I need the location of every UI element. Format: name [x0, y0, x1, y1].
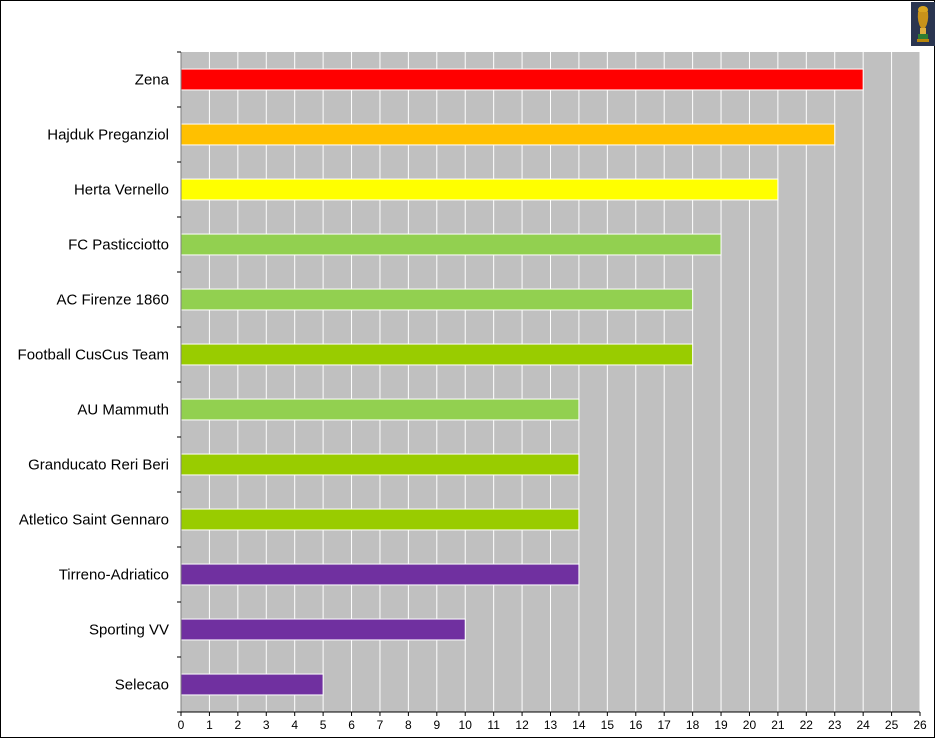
bar [180, 563, 580, 586]
category-label: Zena [135, 72, 170, 89]
x-tick-label: 20 [743, 718, 757, 732]
bar [180, 618, 466, 641]
x-tick-label: 3 [263, 718, 270, 732]
x-tick-label: 18 [686, 718, 700, 732]
bar [180, 123, 836, 146]
x-tick-label: 22 [800, 718, 814, 732]
bar [180, 343, 694, 366]
x-tick-label: 7 [377, 718, 384, 732]
trophy-icon [911, 2, 935, 46]
x-tick-label: 21 [771, 718, 785, 732]
x-tick-label: 11 [487, 718, 500, 732]
bar [180, 68, 864, 91]
bar [180, 178, 779, 201]
x-tick-label: 4 [291, 718, 298, 732]
category-label: Tirreno-Adriatico [59, 567, 169, 584]
x-tick-label: 16 [629, 718, 643, 732]
category-label: AU Mammuth [77, 402, 169, 419]
category-label: Atletico Saint Gennaro [19, 512, 169, 529]
bar [180, 673, 324, 696]
x-tick-label: 12 [515, 718, 529, 732]
x-tick-label: 5 [320, 718, 327, 732]
x-tick-label: 10 [459, 718, 473, 732]
bars [180, 68, 864, 696]
category-label: Football CusCus Team [18, 347, 169, 364]
x-tick-label: 6 [348, 718, 355, 732]
x-tick-label: 24 [856, 718, 870, 732]
bar [180, 453, 580, 476]
axes [177, 51, 921, 716]
bar [180, 288, 694, 311]
grid-lines [208, 52, 921, 712]
category-labels: Zena Hajduk Preganziol Herta Vernello FC Pa… [18, 72, 170, 694]
category-label: Sporting VV [89, 622, 169, 639]
category-label: FC Pasticciotto [68, 237, 169, 254]
category-label: Granducato Reri Beri [28, 457, 169, 474]
x-tick-label: 19 [714, 718, 728, 732]
x-tick-label: 2 [235, 718, 242, 732]
category-label: AC Firenze 1860 [56, 292, 169, 309]
category-label: Hajduk Preganziol [47, 127, 169, 144]
x-tick-label: 15 [601, 718, 615, 732]
category-label: Selecao [115, 677, 169, 694]
x-tick-label: 17 [658, 718, 672, 732]
x-tick-label: 1 [206, 718, 213, 732]
x-tick-label: 14 [572, 718, 586, 732]
category-label: Herta Vernello [74, 182, 169, 199]
x-tick-label: 26 [913, 718, 927, 732]
x-tick-label: 0 [178, 718, 185, 732]
x-tick-label: 13 [544, 718, 558, 732]
bar [180, 508, 580, 531]
x-tick-label: 8 [405, 718, 412, 732]
bar [180, 233, 722, 256]
x-tick-label: 9 [433, 718, 440, 732]
x-tick-labels: 0 1 2 3 4 5 6 7 8 9 10 11 12 13 14 15 16 17 18 19 20 21 22 23 24… [178, 718, 927, 732]
x-tick-label: 25 [885, 718, 899, 732]
x-tick-label: 23 [828, 718, 842, 732]
bar [180, 398, 580, 421]
